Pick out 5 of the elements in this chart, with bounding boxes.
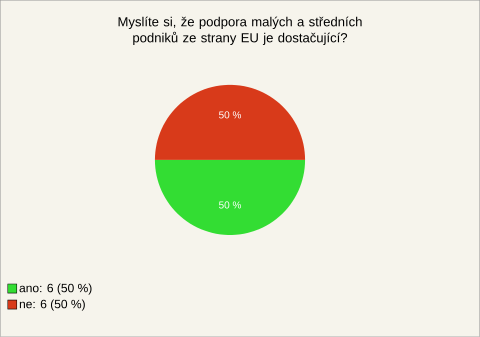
legend-label: ne: 6 (50 %) xyxy=(20,300,85,311)
legend-label: ano: 6 (50 %) xyxy=(20,284,92,295)
data-label: 50 % xyxy=(218,201,242,209)
chart-title: Myslíte si, že podpora malých a středních podniků ze strany EU je dostačující? xyxy=(118,16,362,46)
data-label: 50 % xyxy=(218,111,242,118)
